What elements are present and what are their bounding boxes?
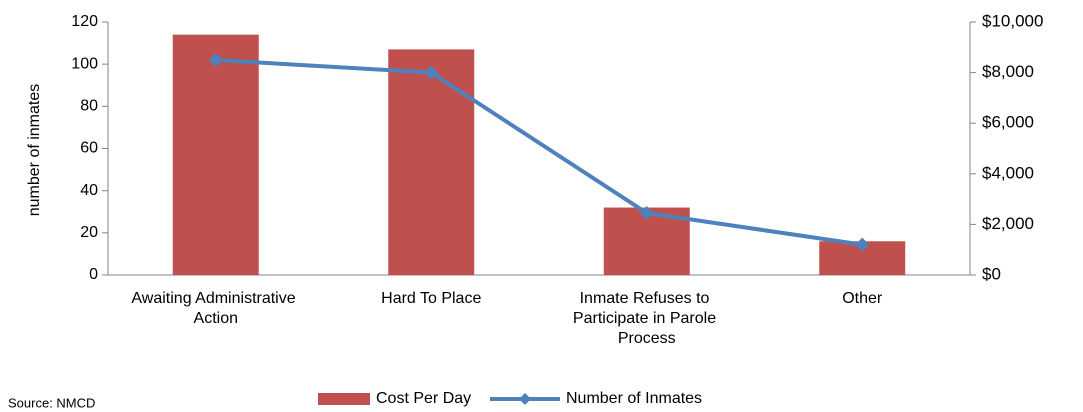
legend-label: Number of Inmates — [566, 390, 702, 407]
legend-marker — [519, 393, 531, 405]
bar — [172, 34, 259, 276]
y2-tick-label: $0 — [982, 264, 1001, 283]
y-tick-label: 60 — [80, 140, 98, 157]
y-tick-label: 80 — [80, 98, 98, 115]
x-tick-label: Hard To Place — [381, 290, 481, 307]
y2-tick-label: $8,000 — [982, 62, 1034, 81]
y-tick-label: 120 — [71, 13, 98, 30]
marker — [208, 52, 223, 67]
x-tick-label: Other — [842, 290, 883, 307]
y-axis-label: number of inmates — [26, 84, 43, 217]
y2-tick-label: $6,000 — [982, 113, 1034, 132]
line — [215, 57, 863, 247]
marker — [424, 65, 439, 80]
y-tick-label: 20 — [80, 224, 98, 241]
x-tick-label: Awaiting Administrative Action — [131, 290, 300, 327]
y-tick-label: 40 — [80, 182, 98, 199]
marker — [639, 206, 654, 221]
y-tick-label: 100 — [71, 55, 98, 72]
legend-swatch — [318, 393, 370, 405]
legend-label: Cost Per Day — [376, 390, 471, 407]
y2-tick-label: $4,000 — [982, 163, 1034, 182]
x-tick-label: Inmate Refuses to Participate in Parole … — [573, 290, 721, 347]
bar — [388, 49, 475, 276]
y2-tick-label: $2,000 — [982, 214, 1034, 233]
y2-tick-label: $10,000 — [982, 11, 1043, 30]
source-note: Source: NMCD — [8, 395, 95, 410]
y-tick-label: 0 — [89, 266, 98, 283]
marker — [855, 237, 870, 252]
